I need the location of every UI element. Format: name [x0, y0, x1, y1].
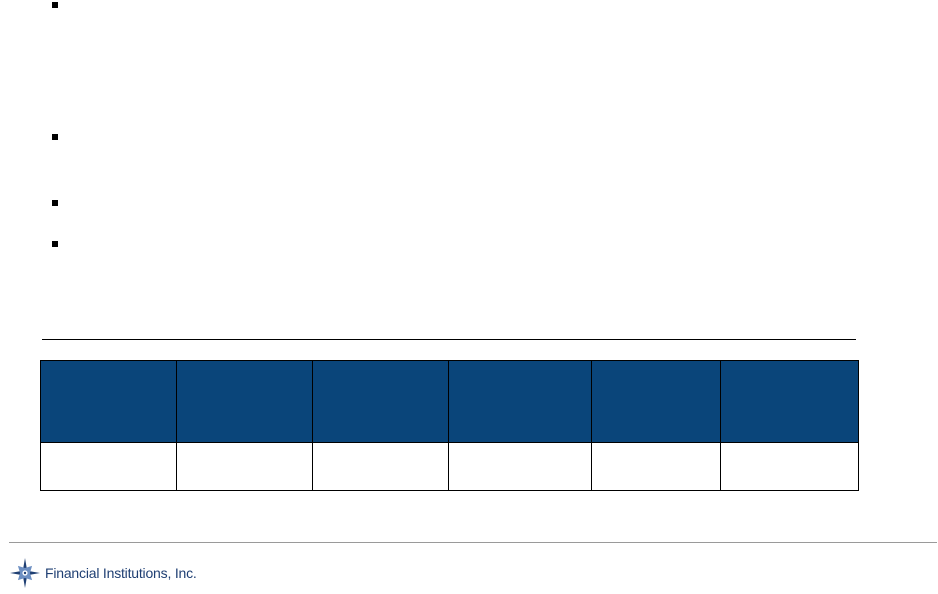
compass-star-icon: [10, 558, 40, 588]
table-header-row: [40, 360, 859, 443]
bullet-marker: [52, 200, 58, 206]
footer-rule: [9, 542, 937, 543]
table-cell: [312, 442, 449, 491]
table-cell: [448, 442, 592, 491]
table-cell: [40, 442, 177, 491]
bullet-marker: [52, 2, 58, 8]
bullet-marker: [52, 134, 58, 140]
table-cell: [591, 442, 721, 491]
company-logo: Financial Institutions, Inc.: [9, 557, 197, 589]
table-header-cell: [720, 360, 859, 443]
data-table: [40, 360, 859, 491]
table-header-cell: [312, 360, 449, 443]
table-header-cell: [176, 360, 313, 443]
table-header-cell: [591, 360, 721, 443]
table-header-cell: [448, 360, 592, 443]
company-name: Financial Institutions, Inc.: [45, 565, 197, 581]
table-cell: [720, 442, 859, 491]
table-cell: [176, 442, 313, 491]
bullet-marker: [52, 241, 58, 247]
table-row: [40, 442, 859, 491]
table-header-cell: [40, 360, 177, 443]
table-top-rule: [42, 339, 856, 340]
